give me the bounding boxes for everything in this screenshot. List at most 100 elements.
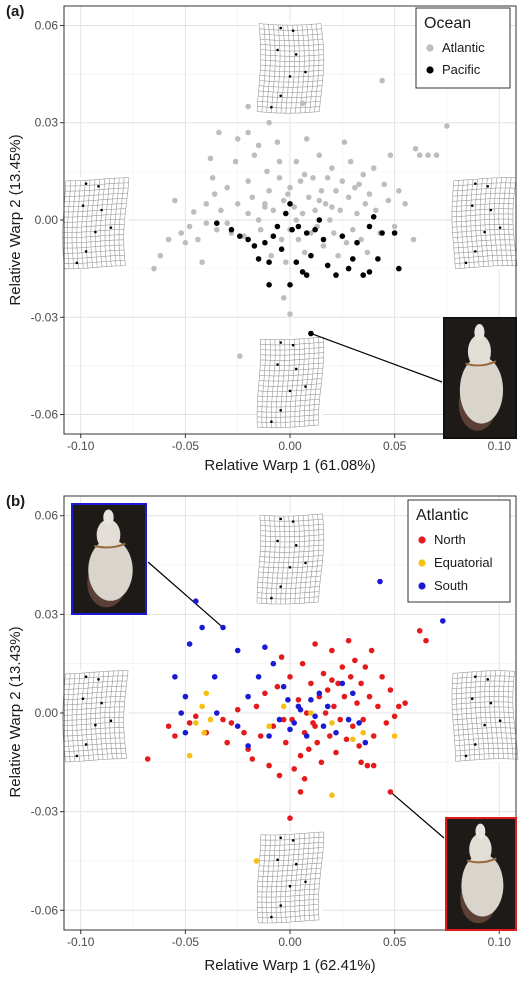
x-tick-label: 0.00 <box>278 439 302 453</box>
warp-grid-line <box>465 179 470 268</box>
warp-grid-top <box>256 21 325 114</box>
landmark-dot <box>276 363 279 366</box>
data-point <box>224 220 230 226</box>
data-point <box>295 223 302 230</box>
warp-grid-line <box>90 672 95 761</box>
warp-grid-top <box>256 512 325 605</box>
y-tick-label: -0.06 <box>31 408 59 422</box>
landmark-dot <box>279 26 283 30</box>
x-tick-label: -0.05 <box>172 935 200 949</box>
data-point <box>245 103 251 110</box>
data-point <box>331 703 337 710</box>
data-point <box>322 710 329 716</box>
warp-grid-line <box>452 187 515 192</box>
warp-grid-line <box>64 680 127 685</box>
warp-grid-top-bg <box>257 512 323 605</box>
warp-grid-line <box>64 747 126 752</box>
warp-grid-line <box>261 339 266 428</box>
landmark-dot <box>498 226 502 229</box>
shell-photo-body-whorl <box>461 853 504 917</box>
warp-grid-line <box>62 717 124 721</box>
warp-grid-line <box>257 899 319 903</box>
data-point <box>320 236 327 243</box>
warp-grid-line <box>453 177 517 181</box>
landmark-dot <box>464 754 468 758</box>
warp-grid-line <box>290 25 295 114</box>
warp-grid-line <box>257 904 319 908</box>
landmark-dot <box>291 520 295 523</box>
warp-grid-line <box>260 847 324 851</box>
warp-grid-line <box>257 424 319 428</box>
data-point <box>303 272 310 278</box>
data-point <box>350 736 356 743</box>
warp-grid-line <box>451 218 513 223</box>
landmark-dot <box>276 858 279 862</box>
data-point <box>377 578 383 585</box>
panel-label: (a) <box>6 3 24 20</box>
data-point <box>383 720 390 726</box>
shell-photo-apex <box>103 509 114 525</box>
y-axis-label: Relative Warp 2 (13.45%) <box>7 134 24 305</box>
warp-grid-line <box>318 832 325 921</box>
data-point <box>303 230 310 236</box>
warp-grid-line <box>63 696 126 700</box>
warp-grid-line <box>260 336 324 340</box>
data-point <box>358 236 364 243</box>
annotation-line <box>310 332 443 383</box>
data-point <box>203 201 210 207</box>
warp-grid-line <box>308 514 315 603</box>
warp-grid-line <box>257 878 320 882</box>
warp-grid-line <box>260 539 324 543</box>
warp-grid-line <box>62 234 124 239</box>
series-atlantic <box>151 77 450 360</box>
warp-grid-line <box>85 180 91 269</box>
data-point <box>203 690 210 697</box>
data-point <box>262 644 268 650</box>
data-point <box>350 690 356 697</box>
landmark-dot <box>483 723 486 727</box>
warp-grid-line <box>62 244 124 249</box>
data-point <box>295 703 302 710</box>
warp-grid-line <box>258 575 321 579</box>
landmark-dot <box>94 723 97 727</box>
shell-photo-apex <box>475 823 486 840</box>
data-point <box>341 139 348 145</box>
warp-grid-line <box>260 544 324 548</box>
data-point <box>287 201 293 207</box>
data-point <box>291 204 298 210</box>
warp-grid-line <box>65 758 127 763</box>
data-point <box>251 243 258 249</box>
landmark-dot <box>270 420 273 424</box>
landmark-dot <box>464 261 468 265</box>
data-point <box>329 204 335 210</box>
data-point <box>211 191 218 197</box>
landmark-dot <box>279 836 283 840</box>
warp-grid-line <box>64 753 126 757</box>
warp-grid-right <box>451 177 518 270</box>
data-point <box>324 175 331 181</box>
legend-marker-pacific <box>426 66 434 74</box>
landmark-dot <box>109 226 113 229</box>
data-point <box>285 697 291 703</box>
data-point <box>220 716 226 723</box>
data-point <box>312 226 318 233</box>
data-point <box>276 158 283 165</box>
warp-grid-line <box>319 23 325 112</box>
warp-grid-line <box>452 670 515 674</box>
shell-photo-suture <box>465 360 497 367</box>
data-point <box>306 746 312 752</box>
data-point <box>293 158 300 165</box>
data-point <box>214 710 220 716</box>
data-point <box>172 197 178 204</box>
warp-grid-line <box>63 213 126 218</box>
data-point <box>283 210 289 217</box>
warp-grid-line <box>71 180 76 269</box>
landmark-dot <box>75 754 79 758</box>
data-point <box>391 713 398 720</box>
data-point <box>151 265 157 272</box>
data-point <box>303 733 310 739</box>
legend-marker-atlantic <box>426 44 434 52</box>
data-point <box>362 739 369 746</box>
x-tick-label: -0.05 <box>172 439 200 453</box>
